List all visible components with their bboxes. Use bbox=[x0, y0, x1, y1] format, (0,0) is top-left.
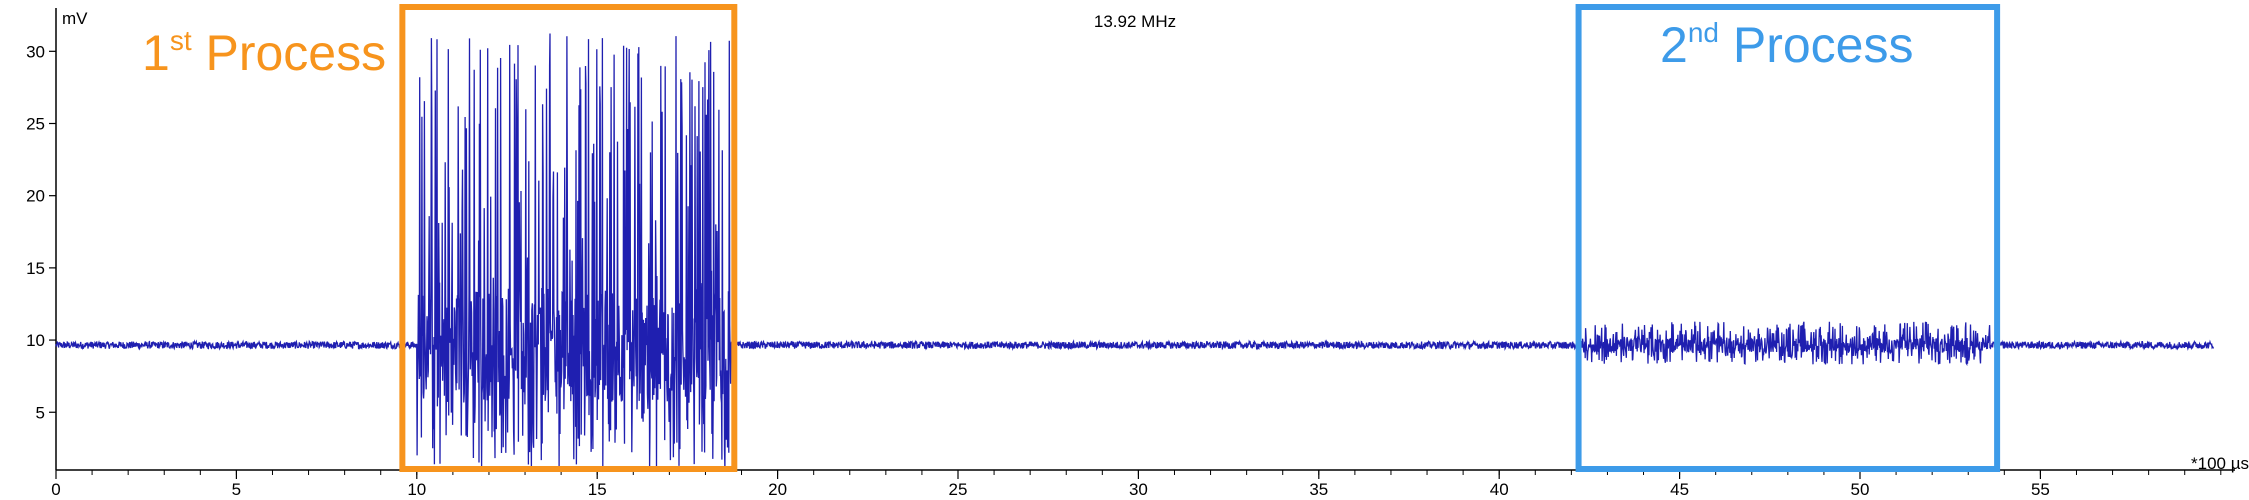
x-tick-label: 35 bbox=[1309, 480, 1328, 499]
x-tick-label: 5 bbox=[232, 480, 241, 499]
y-tick-label: 10 bbox=[26, 331, 45, 350]
y-tick-label: 25 bbox=[26, 115, 45, 134]
x-tick-label: 0 bbox=[51, 480, 60, 499]
process-1-box bbox=[399, 4, 738, 472]
y-tick-label: 30 bbox=[26, 42, 45, 61]
y-major-ticks: 5 10 15 20 25 30 bbox=[26, 42, 56, 422]
x-tick-label: 30 bbox=[1129, 480, 1148, 499]
x-tick-label: 45 bbox=[1670, 480, 1689, 499]
x-tick-label: 15 bbox=[588, 480, 607, 499]
y-tick-label: 15 bbox=[26, 259, 45, 278]
x-tick-label: 10 bbox=[407, 480, 426, 499]
x-tick-label: 25 bbox=[949, 480, 968, 499]
x-axis-unit-label: *100 µs bbox=[2191, 454, 2249, 473]
process-2-label: 2nd Process bbox=[1660, 17, 1913, 73]
x-major-ticks: 0 5 10 15 20 25 30 35 40 45 50 55 bbox=[51, 470, 2050, 499]
annotation-boxes: 1st Process 2nd Process bbox=[142, 4, 2001, 472]
process-2-box bbox=[1575, 4, 2001, 472]
signal-series-line bbox=[55, 33, 2215, 470]
y-tick-label: 5 bbox=[36, 403, 45, 422]
x-tick-label: 55 bbox=[2031, 480, 2050, 499]
x-tick-label: 20 bbox=[768, 480, 787, 499]
chart-title: 13.92 MHz bbox=[1094, 12, 1176, 31]
process-1-label: 1st Process bbox=[142, 25, 386, 81]
y-tick-label: 20 bbox=[26, 187, 45, 206]
x-tick-label: 40 bbox=[1490, 480, 1509, 499]
y-axis-unit-label: mV bbox=[62, 9, 88, 28]
x-tick-label: 50 bbox=[1851, 480, 1870, 499]
